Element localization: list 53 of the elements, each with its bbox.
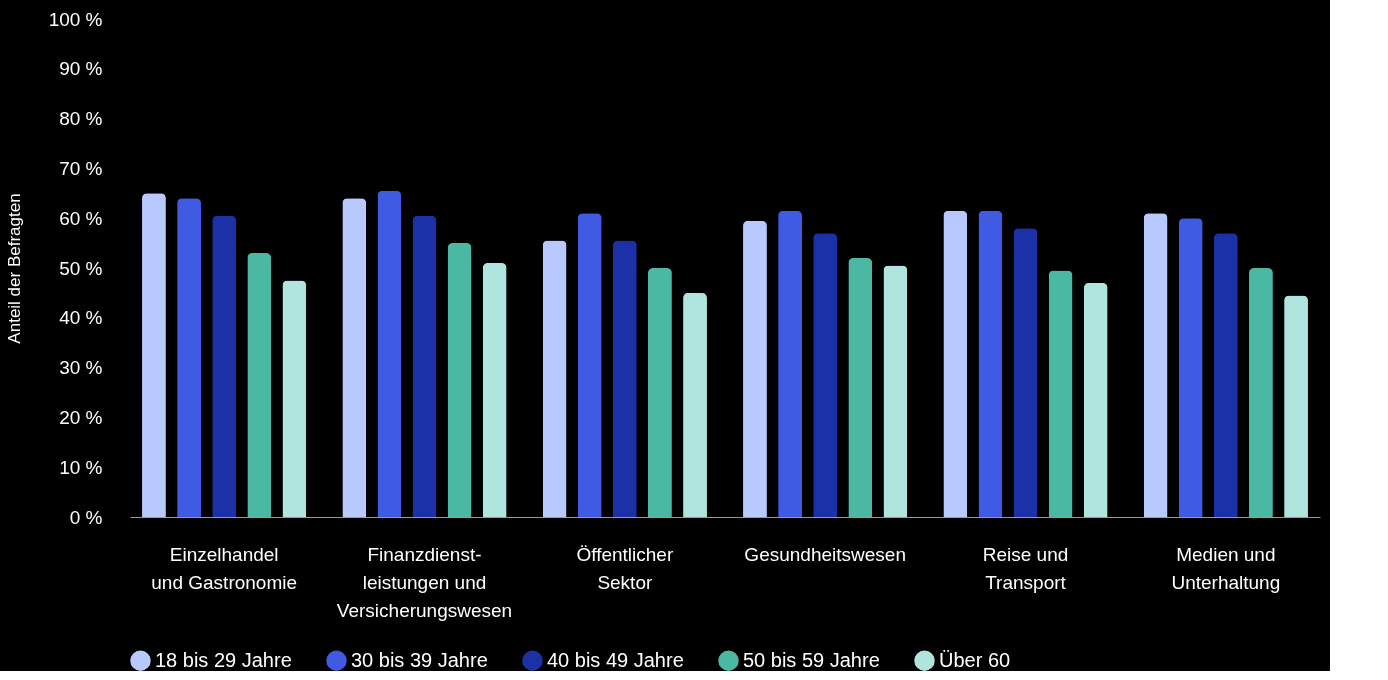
- bar: [412, 215, 437, 517]
- bar: [978, 210, 1003, 517]
- bar: [848, 258, 873, 517]
- y-tick-label: 60 %: [59, 207, 103, 229]
- bar: [142, 193, 166, 517]
- bar: [577, 213, 602, 517]
- bar: [542, 240, 567, 517]
- x-tick-label: Gesundheitswesen: [744, 543, 906, 565]
- bar: [778, 210, 802, 517]
- bar: [1143, 213, 1168, 517]
- legend-label: 40 bis 49 Jahre: [547, 648, 684, 671]
- y-tick-label: 10 %: [59, 456, 103, 478]
- y-tick-label: 0 %: [69, 506, 103, 528]
- y-tick-label: 50 %: [59, 257, 103, 279]
- bar: [883, 265, 908, 517]
- bar: [1013, 228, 1038, 517]
- legend-label: 50 bis 59 Jahre: [743, 648, 880, 671]
- y-tick-label: 90 %: [59, 58, 103, 80]
- x-tick-label: Finanzdienst- leistungen und Versicherungswesen: [336, 543, 513, 621]
- bar: [612, 240, 637, 517]
- y-axis-title: Anteil der Befragten: [4, 193, 24, 344]
- bar: [377, 190, 402, 517]
- bar: [282, 280, 307, 517]
- x-tick-label: Medien und Unterhaltung: [1171, 543, 1281, 593]
- bar: [683, 292, 707, 517]
- legend-label: 18 bis 29 Jahre: [155, 648, 292, 671]
- bar: [1048, 270, 1073, 517]
- bar: [648, 268, 672, 517]
- bar: [1178, 218, 1203, 517]
- bar: [247, 253, 272, 517]
- bar: [212, 215, 237, 517]
- y-tick-label: 30 %: [59, 357, 103, 379]
- x-tick-label: Reise und Transport: [982, 543, 1069, 593]
- bar: [447, 243, 472, 517]
- bar: [177, 198, 201, 517]
- bar: [1083, 282, 1108, 517]
- bar: [813, 233, 838, 517]
- y-tick-label: 70 %: [59, 157, 103, 179]
- bar: [743, 220, 767, 517]
- bar: [1249, 268, 1273, 517]
- bar: [342, 198, 367, 517]
- x-tick-label: Einzelhandel und Gastronomie: [151, 543, 298, 593]
- y-tick-label: 20 %: [59, 406, 103, 428]
- y-tick-label: 40 %: [59, 307, 103, 329]
- x-tick-label: Öffentlicher Sektor: [576, 543, 674, 593]
- legend-label: Über 60: [939, 648, 1011, 671]
- bar: [482, 263, 507, 517]
- bar: [943, 210, 968, 517]
- bar: [1284, 295, 1308, 517]
- legend-label: 30 bis 39 Jahre: [351, 648, 488, 671]
- y-tick-label: 80 %: [59, 108, 103, 130]
- y-tick-label: 100 %: [48, 8, 103, 30]
- bar: [1213, 233, 1238, 517]
